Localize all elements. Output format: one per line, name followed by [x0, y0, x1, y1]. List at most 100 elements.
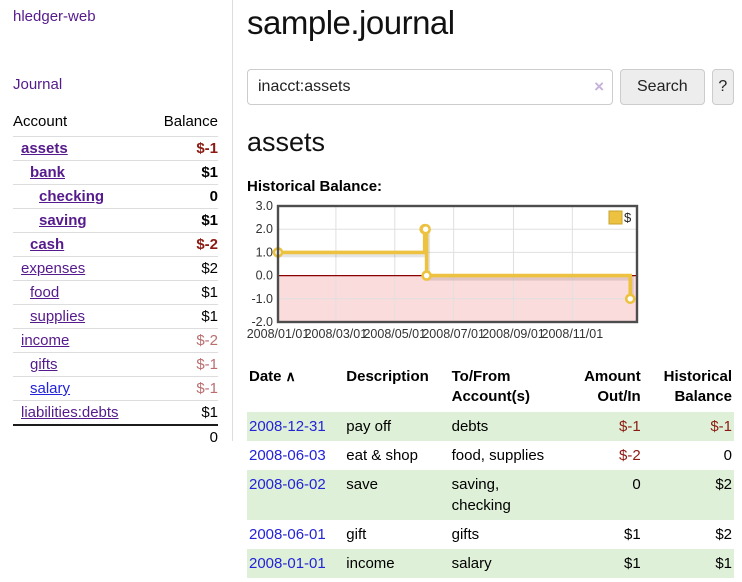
- account-link[interactable]: supplies: [30, 308, 86, 325]
- amount-column-header: Amount Out/In: [584, 368, 641, 406]
- account-balance: 0: [148, 184, 218, 209]
- account-link[interactable]: cash: [30, 236, 65, 253]
- account-balance: $-1: [148, 136, 218, 161]
- accounts-table: Account Balance assets $-1 bank $1 check…: [13, 110, 218, 449]
- account-row: income $-2: [13, 328, 218, 353]
- svg-text:2.0: 2.0: [256, 222, 273, 236]
- account-link[interactable]: salary: [30, 380, 71, 397]
- transaction-accounts: food, supplies: [451, 446, 545, 464]
- transaction-balance: 0: [723, 446, 732, 464]
- accounts-column-header: Account: [13, 113, 68, 130]
- account-balance: $2: [148, 256, 218, 281]
- transaction-date-link[interactable]: 2008-12-31: [249, 417, 326, 435]
- account-balance: $1: [148, 208, 218, 233]
- transaction-date-link[interactable]: 2008-06-02: [249, 475, 326, 493]
- account-page-title: assets: [247, 127, 326, 157]
- transaction-accounts: saving, checking: [451, 475, 511, 514]
- transaction-amount: $-1: [619, 417, 641, 435]
- svg-text:2008/03/01: 2008/03/01: [305, 327, 368, 341]
- account-row: gifts $-1: [13, 352, 218, 377]
- svg-text:2008/11/01: 2008/11/01: [542, 327, 604, 341]
- account-row: assets $-1: [13, 136, 218, 161]
- account-balance: $-1: [148, 376, 218, 401]
- svg-text:1.0: 1.0: [256, 245, 273, 259]
- clear-search-icon[interactable]: ×: [594, 77, 604, 96]
- account-link[interactable]: assets: [21, 140, 68, 157]
- transaction-description: pay off: [346, 417, 392, 435]
- account-link[interactable]: liabilities:debts: [21, 404, 119, 421]
- account-link[interactable]: expenses: [21, 260, 86, 277]
- transaction-amount: 0: [632, 475, 641, 493]
- app-title-link[interactable]: hledger-web: [13, 8, 96, 25]
- transaction-row: 2008-06-03 eat & shop food, supplies $-2…: [247, 441, 734, 470]
- account-row: bank $1: [13, 160, 218, 185]
- account-link[interactable]: bank: [30, 164, 66, 181]
- transaction-balance: $-1: [710, 417, 732, 435]
- transaction-amount: $1: [624, 525, 641, 543]
- transaction-row: 2008-06-01 gift gifts $1 $2: [247, 520, 734, 549]
- transactions-table: Date ∧ Description To/From Account(s) Amo…: [247, 363, 734, 578]
- transaction-date-link[interactable]: 2008-06-01: [249, 525, 326, 543]
- account-row: saving $1: [13, 208, 218, 233]
- chart-label: Historical Balance:: [247, 178, 383, 195]
- transaction-row: 2008-01-01 income salary $1 $1: [247, 548, 734, 578]
- transaction-accounts: gifts: [451, 525, 480, 543]
- help-button[interactable]: ?: [711, 69, 734, 105]
- account-link[interactable]: income: [21, 332, 70, 349]
- account-balance: $-2: [148, 328, 218, 353]
- svg-text:2008/07/01: 2008/07/01: [422, 327, 485, 341]
- svg-text:0.0: 0.0: [256, 269, 273, 283]
- transaction-balance: $2: [715, 525, 732, 543]
- svg-text:$: $: [624, 210, 632, 225]
- accounts-column-header2: To/From Account(s): [451, 368, 530, 406]
- account-balance: $-1: [148, 352, 218, 377]
- account-link[interactable]: checking: [39, 188, 105, 205]
- accounts-total-row: 0: [13, 424, 218, 449]
- search-bar: × Search ?: [247, 69, 734, 105]
- svg-text:-1.0: -1.0: [251, 292, 273, 306]
- historical-balance-chart: $3.0 2.0 1.0 0.0 -1.0 -2.0 2008/01/01 2008/03/0…: [247, 199, 742, 349]
- spacer: [13, 424, 149, 449]
- page-title: sample.journal: [247, 4, 455, 41]
- transaction-description: eat & shop: [346, 446, 418, 464]
- transaction-accounts: debts: [451, 417, 489, 435]
- sort-asc-icon: ∧: [285, 368, 296, 384]
- account-row: expenses $2: [13, 256, 218, 281]
- account-row: supplies $1: [13, 304, 218, 329]
- account-row: liabilities:debts $1: [13, 400, 218, 425]
- accounts-total-value: 0: [148, 424, 218, 449]
- account-link[interactable]: saving: [39, 212, 87, 229]
- sidebar-item-journal[interactable]: Journal: [13, 76, 63, 93]
- account-balance: $1: [148, 160, 218, 185]
- balance-column-header: Balance: [163, 113, 218, 130]
- account-row: cash $-2: [13, 232, 218, 257]
- transaction-description: income: [346, 554, 395, 572]
- transaction-date-link[interactable]: 2008-01-01: [249, 554, 326, 572]
- account-row: salary $-1: [13, 376, 218, 401]
- svg-text:2008/09/01: 2008/09/01: [482, 327, 545, 341]
- account-balance: $-2: [148, 232, 218, 257]
- transaction-amount: $-2: [619, 446, 641, 464]
- account-link[interactable]: food: [30, 284, 60, 301]
- account-balance: $1: [148, 400, 218, 425]
- transaction-date-link[interactable]: 2008-06-03: [249, 446, 326, 464]
- svg-text:2008/01/01: 2008/01/01: [247, 327, 309, 341]
- account-balance: $1: [148, 304, 218, 329]
- transaction-row: 2008-06-02 save saving, checking 0 $2: [247, 469, 734, 520]
- svg-text:3.0: 3.0: [256, 199, 273, 213]
- account-balance: $1: [148, 280, 218, 305]
- transaction-description: gift: [346, 525, 367, 543]
- transaction-accounts: salary: [451, 554, 492, 572]
- svg-text:2008/05/01: 2008/05/01: [363, 327, 426, 341]
- date-column-header[interactable]: Date ∧: [249, 368, 296, 385]
- search-input[interactable]: [247, 69, 613, 105]
- transaction-balance: $1: [715, 554, 732, 572]
- transaction-row: 2008-12-31 pay off debts $-1 $-1: [247, 411, 734, 441]
- account-link[interactable]: gifts: [30, 356, 58, 373]
- search-button[interactable]: Search: [620, 69, 705, 105]
- transaction-description: save: [346, 475, 378, 493]
- account-row: checking 0: [13, 184, 218, 209]
- balance-column-header2: Historical Balance: [663, 368, 732, 406]
- main-content: sample.journal × Search ? assets Histori…: [247, 0, 742, 578]
- svg-text:-2.0: -2.0: [251, 315, 273, 329]
